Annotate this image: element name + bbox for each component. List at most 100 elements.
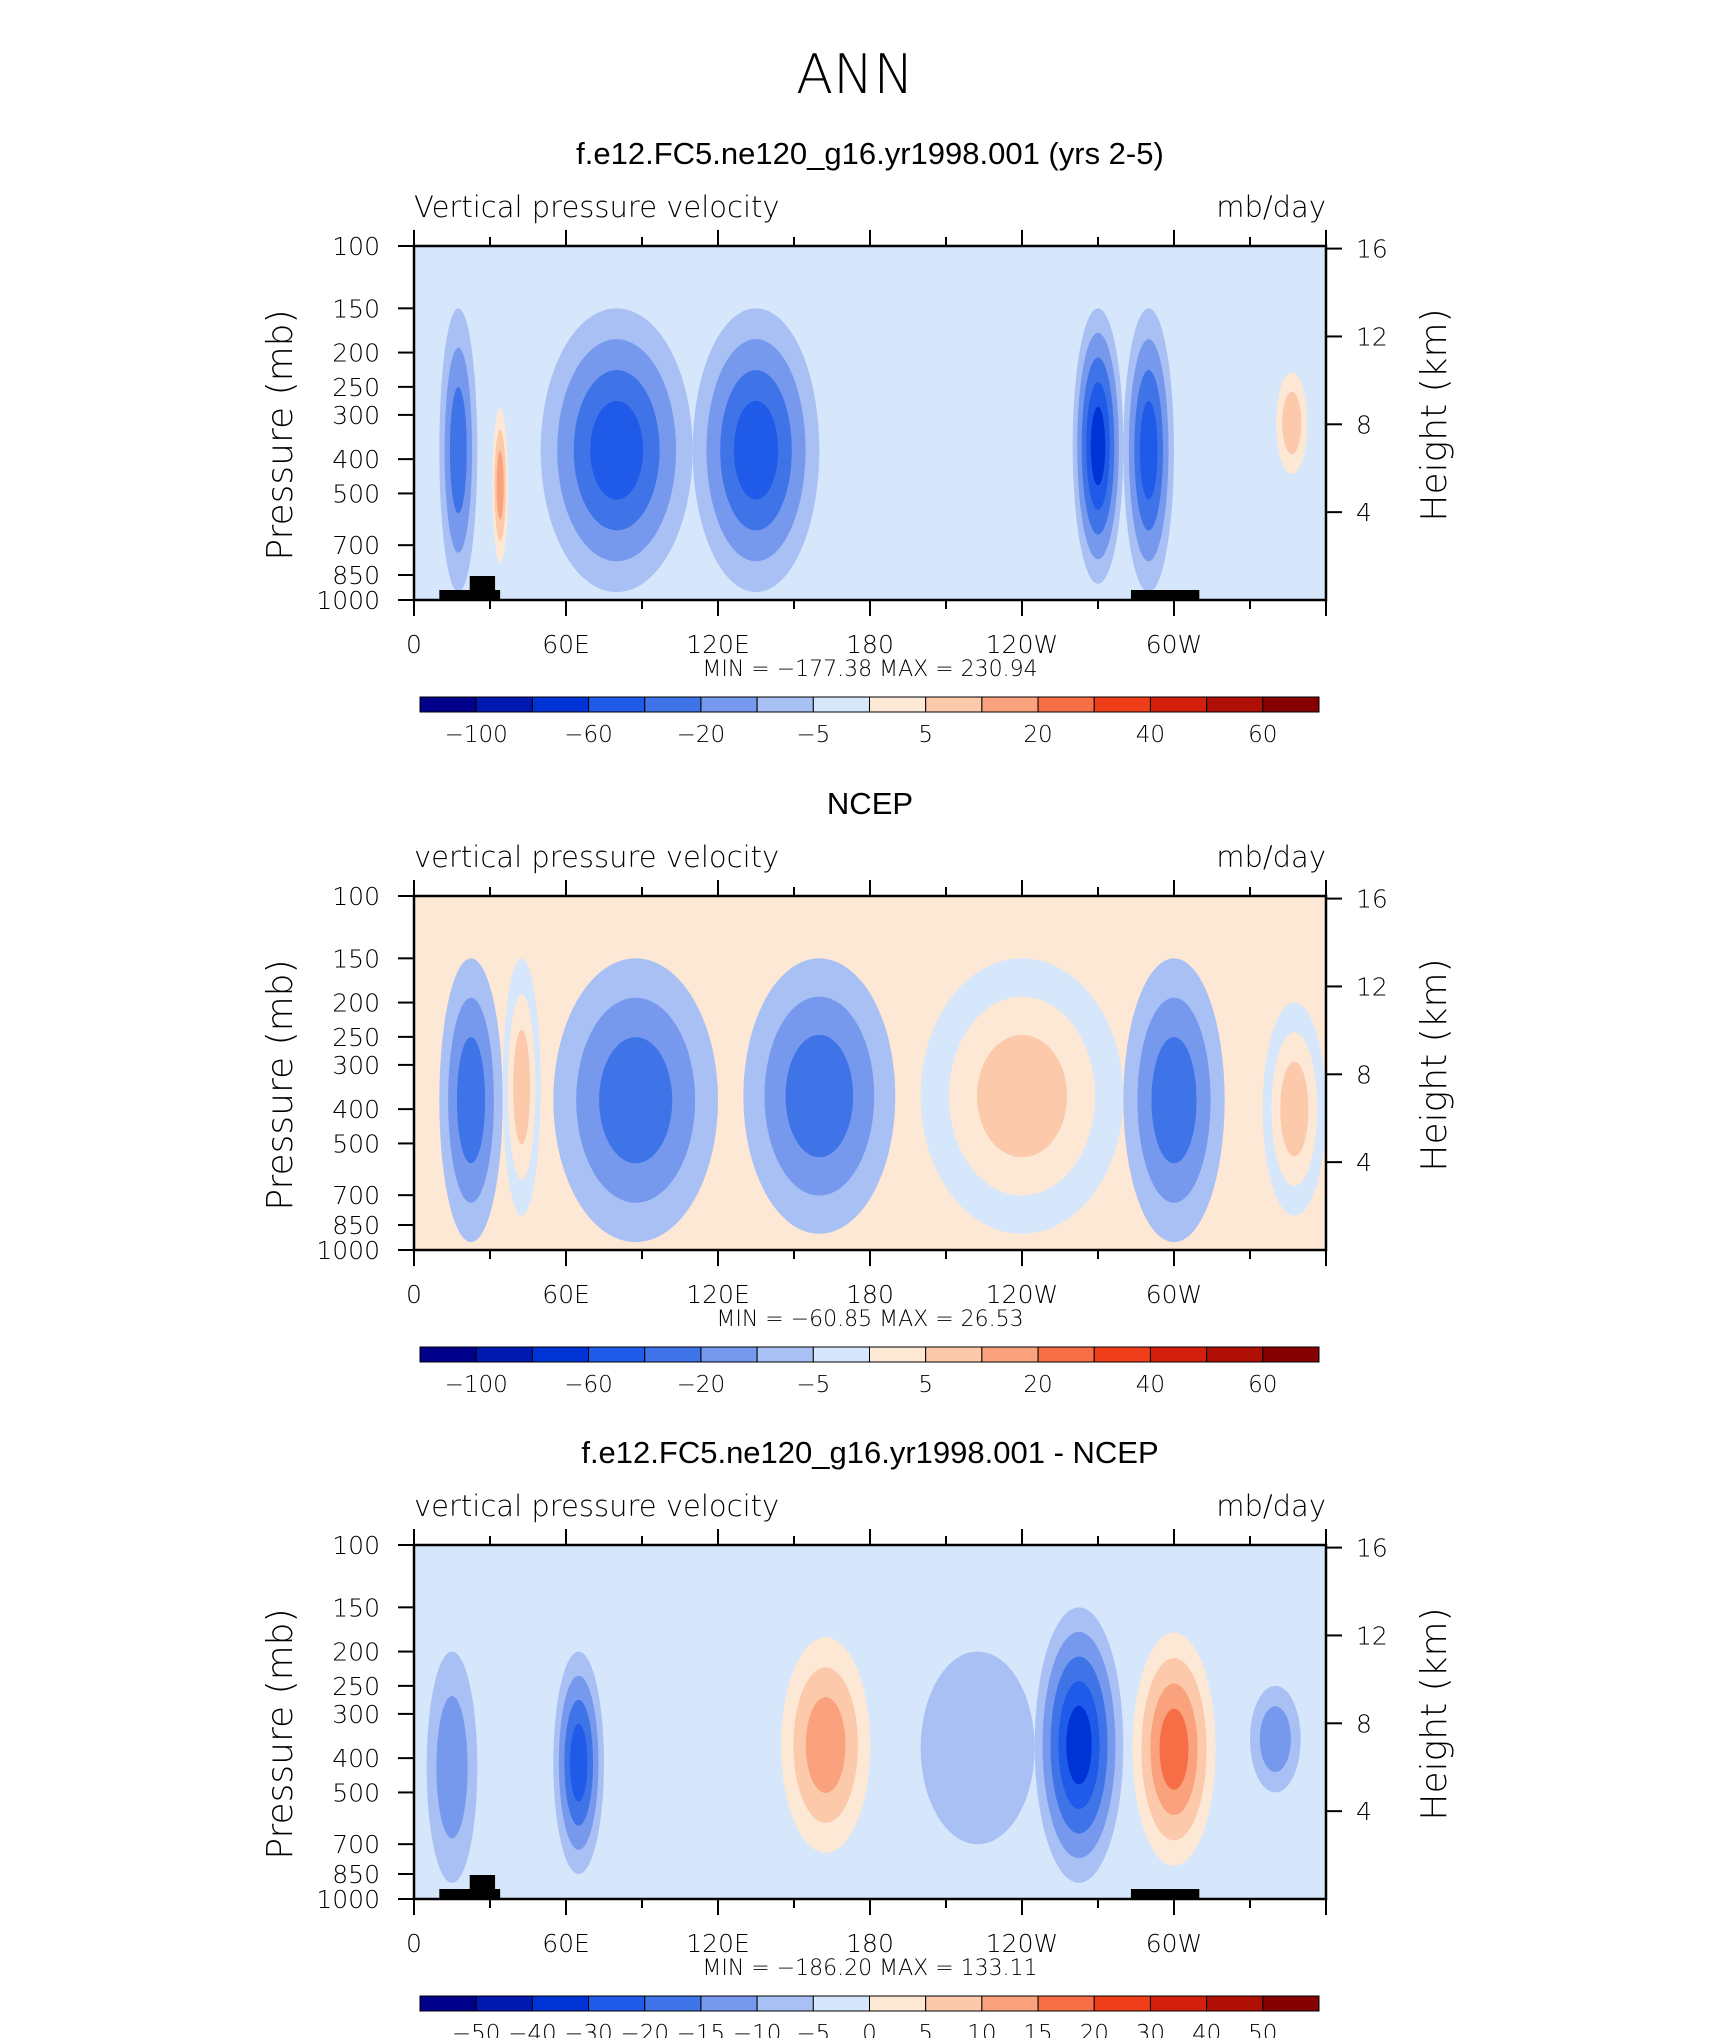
colorbar-label: 40 — [1136, 1372, 1165, 1398]
contour-feature — [1282, 391, 1302, 455]
y2-tick-label: 4 — [1356, 498, 1372, 527]
colorbar-label: 40 — [1192, 2021, 1221, 2038]
x-tick-label: 120W — [986, 1280, 1058, 1309]
contour-feature — [496, 451, 504, 520]
y-tick-label: 150 — [332, 1593, 380, 1622]
min-max-label: MIN = −186.20 MAX = 133.11 — [702, 1956, 1037, 1981]
y-tick-label: 500 — [332, 1778, 380, 1807]
figure-title: ANN — [796, 43, 914, 106]
y-tick-label: 300 — [332, 1051, 380, 1080]
contour-feature — [456, 1037, 486, 1164]
x-tick-label: 0 — [406, 1929, 422, 1958]
y2-tick-label: 12 — [1356, 1621, 1388, 1650]
colorbar-label: −5 — [796, 722, 830, 748]
colorbar-swatch — [1262, 1346, 1320, 1363]
y-tick-label: 100 — [332, 882, 380, 911]
y-tick-label: 150 — [332, 294, 380, 323]
colorbar-label: −100 — [445, 1372, 508, 1398]
contour-feature — [785, 1034, 854, 1158]
colorbar-label: 40 — [1136, 722, 1165, 748]
colorbar-swatch — [1037, 696, 1095, 713]
colorbar-label: 30 — [1136, 2021, 1165, 2038]
y-tick-label: 850 — [332, 561, 380, 590]
colorbar-swatch — [869, 696, 927, 713]
contour-feature — [1066, 1705, 1092, 1785]
land-mask-highland — [469, 576, 496, 600]
colorbar-label: −20 — [677, 722, 726, 748]
y-axis-title: Pressure (mb) — [260, 309, 301, 560]
y-tick-label: 250 — [332, 1023, 380, 1052]
colorbar-label: −60 — [564, 1372, 613, 1398]
y-tick-label: 700 — [332, 1830, 380, 1859]
contour-feature — [920, 1651, 1035, 1845]
variable-label: vertical pressure velocity — [414, 840, 779, 874]
colorbar-swatch — [1093, 1995, 1151, 2012]
y2-tick-label: 8 — [1356, 1060, 1372, 1089]
colorbar-label: 50 — [1248, 2021, 1277, 2038]
y-tick-label: 850 — [332, 1860, 380, 1889]
units-label: mb/day — [1216, 840, 1326, 874]
y-tick-label: 100 — [332, 232, 380, 261]
x-tick-label: 0 — [406, 630, 422, 659]
colorbar-swatch — [1149, 1995, 1208, 2012]
y-tick-label: 150 — [332, 944, 380, 973]
colorbar-swatch — [1206, 1995, 1264, 2012]
y2-axis-title: Height (km) — [1414, 1607, 1455, 1820]
x-tick-label: 180 — [846, 630, 894, 659]
colorbar-swatch — [475, 1346, 533, 1363]
colorbar-label: 5 — [918, 2021, 933, 2038]
contour-feature — [590, 400, 644, 500]
colorbar-swatch — [812, 1995, 870, 2012]
contour-feature — [449, 387, 467, 514]
y-tick-label: 250 — [332, 1672, 380, 1701]
colorbar-swatch — [644, 1346, 702, 1363]
y2-tick-label: 16 — [1356, 885, 1388, 914]
colorbar-swatch — [1037, 1346, 1095, 1363]
x-tick-label: 120E — [686, 1929, 750, 1958]
y-tick-label: 400 — [332, 1744, 380, 1773]
y-tick-label: 200 — [332, 339, 380, 368]
colorbar-swatch — [756, 696, 814, 713]
y2-tick-label: 16 — [1356, 235, 1388, 264]
panel-title: NCEP — [827, 786, 913, 821]
y-tick-label: 500 — [332, 479, 380, 508]
colorbar-swatch — [475, 696, 533, 713]
y-tick-label: 700 — [332, 531, 380, 560]
contour-feature — [436, 1696, 468, 1839]
colorbar: −50 −40 −30 −20 −15 −10 −5 0 5 10 15 20 30 40 50 — [419, 1995, 1320, 2038]
colorbar-swatch — [1206, 1346, 1264, 1363]
contour-feature — [1259, 1706, 1291, 1772]
colorbar-swatch — [925, 1346, 983, 1363]
y2-tick-label: 16 — [1356, 1534, 1388, 1563]
colorbar-swatch — [531, 696, 590, 713]
colorbar-swatch — [531, 1995, 590, 2012]
y2-tick-label: 4 — [1356, 1148, 1372, 1177]
contour-feature — [1139, 400, 1158, 500]
y-tick-label: 400 — [332, 1095, 380, 1124]
min-max-label: MIN = −177.38 MAX = 230.94 — [702, 657, 1037, 682]
colorbar-label: −60 — [564, 722, 613, 748]
x-tick-label: 60E — [542, 1929, 590, 1958]
y-tick-label: 300 — [332, 401, 380, 430]
contour-feature — [1280, 1061, 1309, 1157]
colorbar-label: −50 — [452, 2021, 501, 2038]
colorbar-label: 20 — [1080, 2021, 1109, 2038]
y2-tick-label: 4 — [1356, 1797, 1372, 1826]
y2-tick-label: 8 — [1356, 1709, 1372, 1738]
contour-field — [439, 958, 1326, 1243]
colorbar-label: −10 — [733, 2021, 782, 2038]
panel-title: f.e12.FC5.ne120_g16.yr1998.001 - NCEP — [581, 1435, 1158, 1470]
colorbar-label: −20 — [620, 2021, 669, 2038]
colorbar: −100 −60 −20 −5 5 20 40 60 — [419, 696, 1320, 748]
colorbar-swatch — [981, 1346, 1039, 1363]
contour-feature — [733, 400, 779, 500]
x-tick-label: 60W — [1146, 630, 1203, 659]
y2-tick-label: 12 — [1356, 322, 1388, 351]
x-tick-label: 180 — [846, 1929, 894, 1958]
colorbar-swatch — [981, 1995, 1039, 2012]
contour-field — [426, 1607, 1301, 1892]
land-mask-highland — [469, 1875, 496, 1899]
panel-title: f.e12.FC5.ne120_g16.yr1998.001 (yrs 2-5) — [576, 136, 1164, 171]
colorbar-label: 10 — [967, 2021, 996, 2038]
y-tick-label: 1000 — [316, 586, 380, 615]
